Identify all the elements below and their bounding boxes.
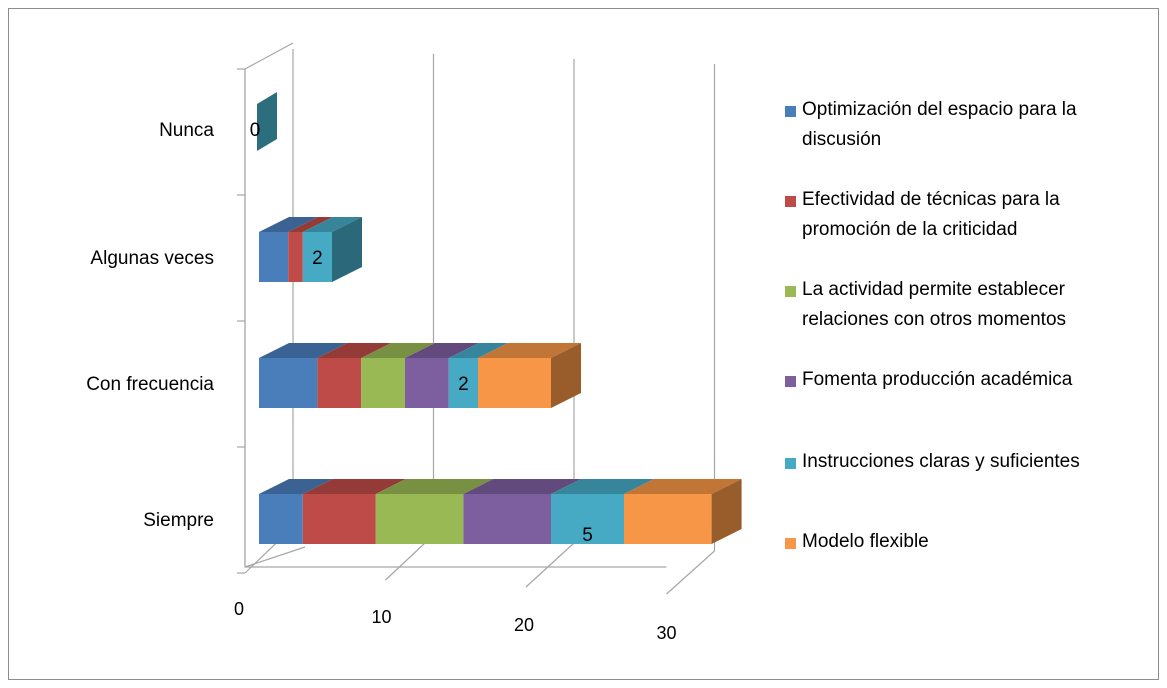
bar-segment: [259, 358, 318, 408]
bar-segment: [375, 494, 464, 544]
legend-item: La actividad permite establecer relacione…: [785, 279, 1066, 335]
category-label: Con frecuencia: [86, 374, 214, 395]
bar-segment-top: [463, 479, 581, 494]
data-label: 0: [250, 120, 261, 141]
bar-segment: [624, 494, 712, 544]
legend-label-line: Instrucciones claras y suficientes: [802, 451, 1080, 472]
data-label: 2: [458, 374, 469, 395]
legend-swatch: [785, 538, 796, 549]
x-tick-label: 10: [371, 607, 391, 627]
floor-gridline: [666, 550, 715, 595]
bar-segment-side: [257, 92, 277, 151]
bar-segment-top: [288, 217, 333, 232]
legend-item: Modelo flexible: [785, 531, 929, 557]
bar-segment: [361, 358, 405, 408]
bar-segment: [551, 494, 624, 544]
legend-label-line: Efectividad de técnicas para la: [802, 189, 1060, 210]
legend-item: Instrucciones claras y suficientes: [785, 451, 1080, 477]
bar-segment-top: [375, 479, 494, 494]
bar-segment-top: [405, 343, 479, 358]
data-label: 2: [312, 248, 323, 269]
data-label: 5: [582, 525, 593, 546]
legend-item: Optimización del espacio para la discusió…: [785, 99, 1077, 155]
bar-segment: [448, 358, 478, 408]
x-tick-label: 20: [514, 615, 534, 635]
bar-segment-top: [259, 217, 319, 232]
bar-segment-side: [551, 343, 581, 408]
bar-segment: [288, 232, 303, 282]
bar-segment: [478, 358, 551, 408]
legend-label-line: Fomenta producción académica: [802, 369, 1073, 390]
category-label: Nunca: [159, 120, 214, 141]
legend-label-line: La actividad permite establecer: [802, 279, 1065, 300]
chart-frame: 0 10 20 30 Nunca Algunas veces Con frecuencia S…: [8, 8, 1159, 680]
wall-edge: [244, 42, 294, 70]
legend-label: Instrucciones claras y suficientes: [802, 447, 1080, 477]
bar-segment-top: [361, 343, 435, 358]
legend-label-line: relaciones con otros momentos: [802, 309, 1067, 330]
bar-segment-top: [302, 479, 406, 494]
legend-swatch: [785, 458, 796, 469]
legend-swatch: [785, 106, 796, 117]
bar-segment: [302, 232, 332, 282]
bar-segment: [405, 358, 449, 408]
legend-swatch: [785, 376, 796, 387]
legend-item: Efectividad de técnicas para la promoción…: [785, 189, 1060, 245]
bar-segment-top: [302, 217, 362, 232]
bar-segment: [302, 494, 376, 544]
legend-label: Modelo flexible: [802, 527, 929, 557]
bar-segment-side: [711, 479, 742, 544]
bar-segment: [259, 232, 289, 282]
x-tick-label: 0: [234, 599, 244, 619]
bar-segment: [463, 494, 551, 544]
bar-segment: [317, 358, 362, 408]
bar-segment-top: [448, 343, 508, 358]
bar-segment-top: [551, 479, 654, 494]
x-tick-label: 30: [656, 623, 676, 643]
legend-swatch: [785, 286, 796, 297]
legend-label-line: promoción de la criticidad: [802, 219, 1018, 240]
floor-gridline: [525, 542, 575, 588]
legend-swatch: [785, 196, 796, 207]
bar-segment-top: [478, 343, 581, 358]
bar-segment-top: [624, 479, 742, 494]
legend-label-line: Modelo flexible: [802, 531, 929, 552]
bar-segment-top: [259, 343, 348, 358]
legend-label-line: Optimización del espacio para la: [802, 99, 1077, 120]
legend-label: Fomenta producción académica: [802, 365, 1072, 395]
legend-label: Efectividad de técnicas para la promoción…: [802, 185, 1060, 245]
category-label: Siempre: [143, 510, 214, 531]
legend-label-line: discusión: [802, 129, 882, 150]
bar-segment: [259, 494, 303, 544]
bar-segment-top: [259, 479, 333, 494]
bar-segment-top: [317, 343, 392, 358]
legend-label: Optimización del espacio para la discusió…: [802, 95, 1077, 155]
legend-label: La actividad permite establecer relacione…: [802, 275, 1066, 335]
bar-segment-side: [332, 217, 362, 282]
legend-item: Fomenta producción académica: [785, 369, 1072, 395]
category-label: Algunas veces: [90, 248, 214, 269]
